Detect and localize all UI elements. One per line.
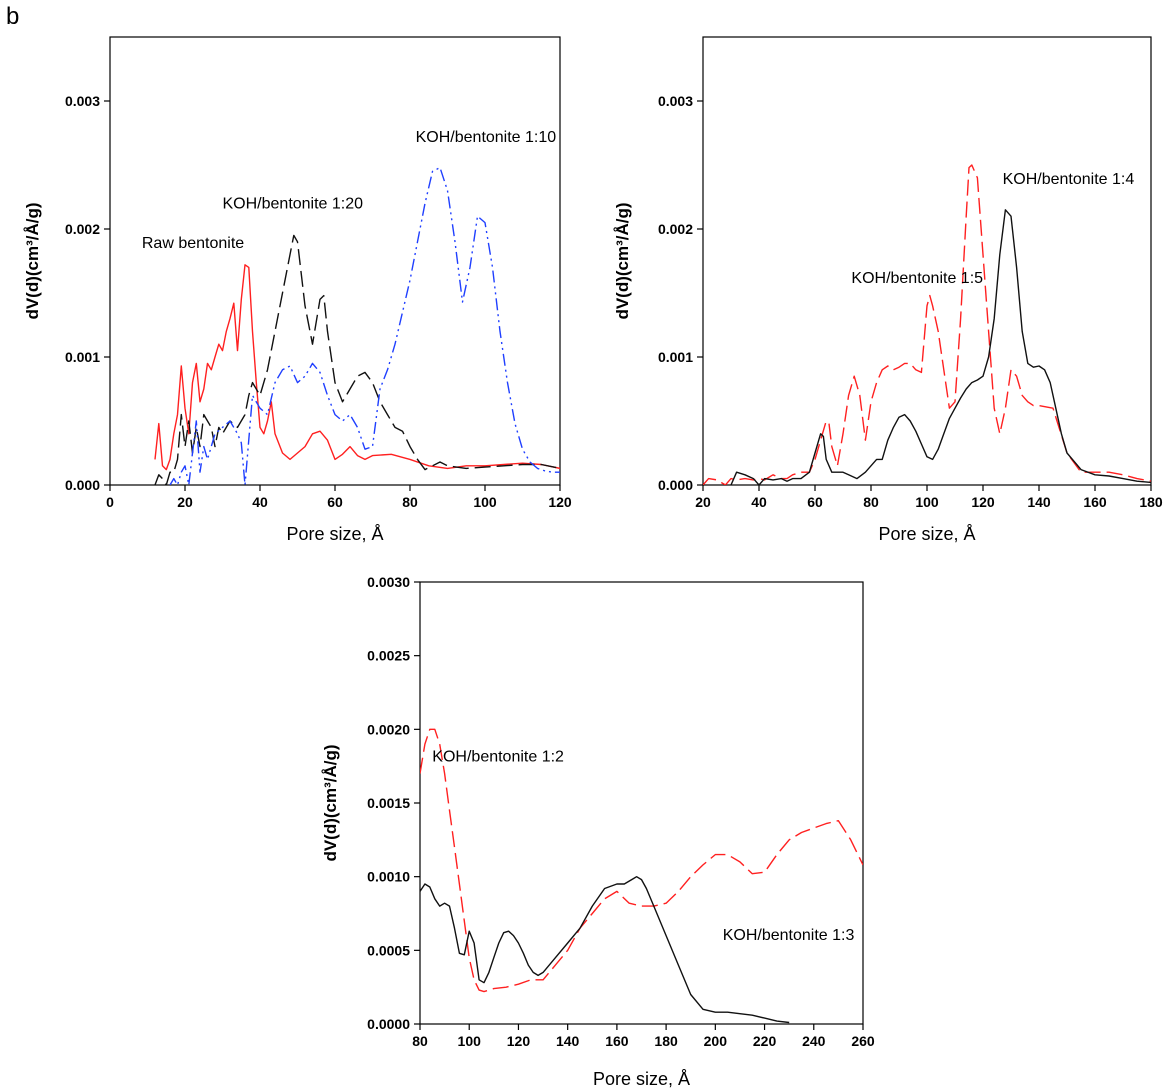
y-tick-label: 0.000	[658, 477, 693, 493]
x-tick-label: 40	[252, 494, 268, 510]
plot-frame	[702, 36, 1152, 486]
x-axis-title: Pore size, Å	[878, 524, 975, 544]
x-tick-label: 80	[412, 1033, 428, 1049]
series-line-koh-bentonite-1-10	[169, 166, 560, 485]
x-tick-label: 180	[654, 1033, 678, 1049]
x-tick-label: 80	[863, 494, 879, 510]
x-tick-label: 100	[473, 494, 497, 510]
series-line-koh-bentonite-1-3	[420, 876, 790, 1024]
x-tick-label: 160	[605, 1033, 629, 1049]
y-axis-title: dV(d)(cm³/Å/g)	[23, 202, 42, 319]
y-tick-label: 0.0015	[367, 795, 410, 811]
y-tick-label: 0.003	[658, 93, 693, 109]
x-tick-label: 0	[106, 494, 114, 510]
y-tick-label: 0.0000	[367, 1016, 410, 1032]
series-line-koh-bentonite-1-5	[703, 164, 1151, 485]
y-tick-label: 0.001	[658, 349, 693, 365]
series-label-koh-bentonite-1-10: KOH/bentonite 1:10	[416, 129, 557, 146]
y-tick-label: 0.002	[65, 221, 100, 237]
x-tick-label: 40	[751, 494, 767, 510]
x-axis-title: Pore size, Å	[286, 524, 383, 544]
panel-letter: b	[6, 3, 19, 30]
x-tick-label: 100	[915, 494, 939, 510]
y-tick-label: 0.0020	[367, 721, 410, 737]
x-tick-label: 160	[1083, 494, 1107, 510]
x-axis-title: Pore size, Å	[593, 1069, 690, 1089]
x-tick-label: 260	[851, 1033, 875, 1049]
y-tick-label: 0.003	[65, 93, 100, 109]
y-axis-title: dV(d)(cm³/Å/g)	[613, 202, 632, 319]
x-tick-label: 100	[458, 1033, 482, 1049]
series-line-koh-bentonite-1-2	[420, 728, 863, 993]
series-label-koh-bentonite-1-4: KOH/bentonite 1:4	[1003, 171, 1135, 188]
series-line-raw-bentonite	[154, 264, 560, 471]
x-tick-label: 240	[802, 1033, 826, 1049]
x-tick-label: 60	[327, 494, 343, 510]
y-tick-label: 0.000	[65, 477, 100, 493]
series-line-koh-bentonite-1-4	[730, 209, 1151, 485]
x-tick-label: 80	[402, 494, 418, 510]
x-tick-label: 20	[695, 494, 711, 510]
series-line-koh-bentonite-1-20	[154, 234, 560, 485]
y-tick-label: 0.0010	[367, 869, 410, 885]
chart-panel-1: 0 20 40 60 80 100 120 0.000 0.001 0.002 0.003 Pore …	[23, 36, 572, 544]
x-tick-label: 120	[971, 494, 995, 510]
series-label-koh-bentonite-1-5: KOH/bentonite 1:5	[851, 270, 983, 287]
series-label-koh-bentonite-1-3: KOH/bentonite 1:3	[723, 927, 855, 944]
x-tick-label: 200	[704, 1033, 728, 1049]
y-tick-label: 0.0025	[367, 648, 410, 664]
y-tick-label: 0.0005	[367, 942, 410, 958]
chart-panel-3: 80 100 120 140 160 180 200 220 240 260 0.0000 0.000…	[321, 574, 875, 1089]
x-tick-label: 220	[753, 1033, 777, 1049]
x-tick-label: 60	[807, 494, 823, 510]
x-tick-label: 180	[1139, 494, 1163, 510]
x-tick-label: 140	[1027, 494, 1051, 510]
x-tick-label: 20	[177, 494, 193, 510]
x-tick-label: 120	[507, 1033, 531, 1049]
series-label-koh-bentonite-1-20: KOH/bentonite 1:20	[223, 196, 364, 213]
y-tick-label: 0.0030	[367, 574, 410, 590]
x-tick-label: 120	[548, 494, 572, 510]
plot-frame	[419, 581, 864, 1025]
y-axis-title: dV(d)(cm³/Å/g)	[321, 744, 340, 861]
y-tick-label: 0.002	[658, 221, 693, 237]
series-label-koh-bentonite-1-2: KOH/bentonite 1:2	[432, 749, 564, 766]
series-label-raw-bentonite: Raw bentonite	[142, 235, 244, 252]
x-tick-label: 140	[556, 1033, 580, 1049]
y-tick-label: 0.001	[65, 349, 100, 365]
chart-panel-2: 20 40 60 80 100 120 140 160 180 0.000 0.001 0.002 0.…	[613, 36, 1163, 544]
